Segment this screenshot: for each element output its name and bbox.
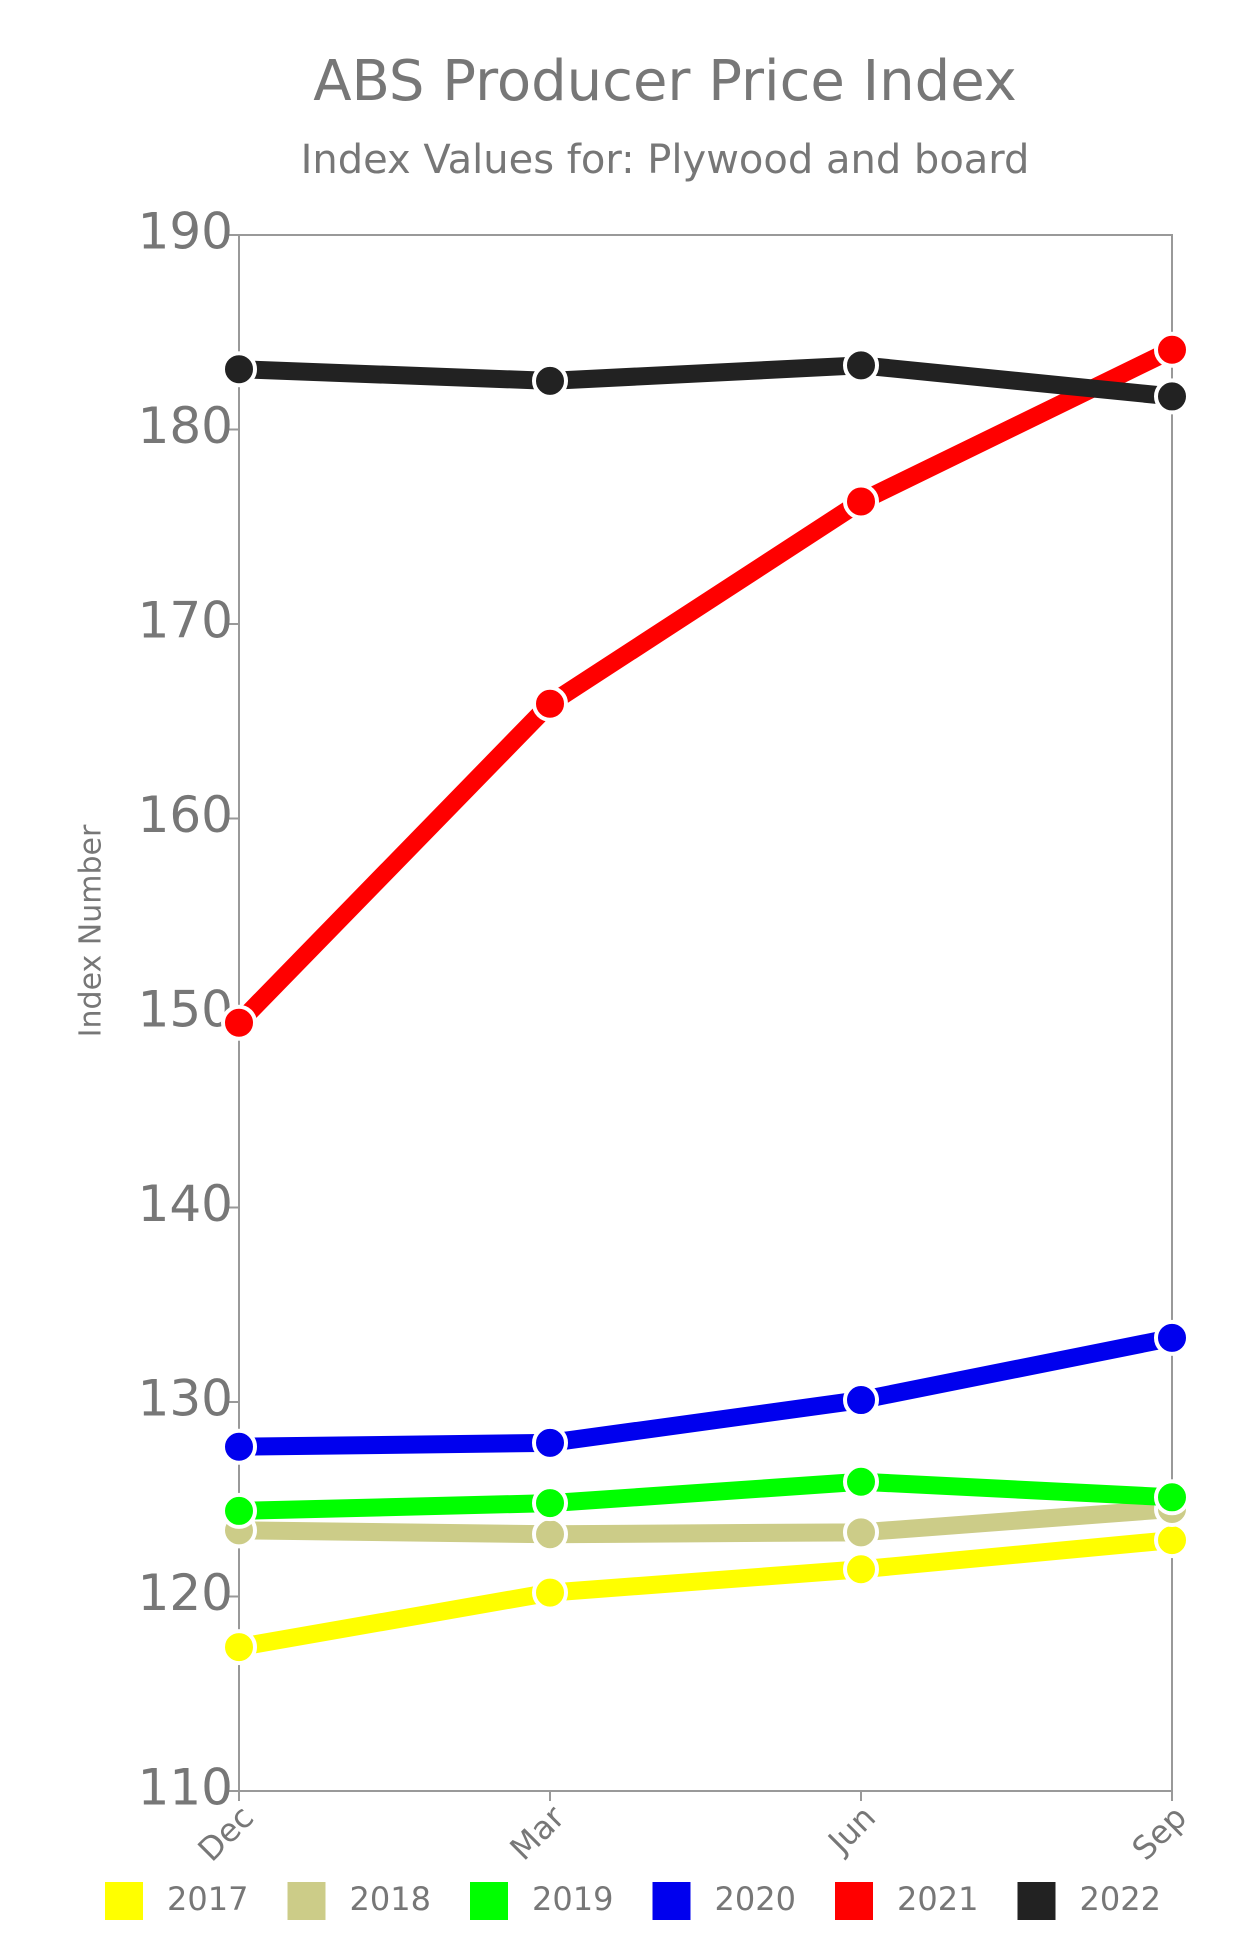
legend-label: 2020 xyxy=(715,1880,796,1918)
legend-swatch xyxy=(470,1882,508,1920)
legend-swatch xyxy=(652,1882,691,1920)
y-tick-label: 120 xyxy=(138,1564,233,1622)
point xyxy=(221,1004,257,1041)
x-tick-label: Sep xyxy=(1125,1798,1195,1868)
y-tick-label: 130 xyxy=(138,1370,233,1428)
y-tick-label: 110 xyxy=(138,1759,233,1817)
y-axis-label: Index Number xyxy=(74,824,109,1037)
legend-label: 2019 xyxy=(532,1880,613,1918)
legend-swatch xyxy=(105,1882,143,1920)
point xyxy=(532,1424,568,1461)
y-tick-label: 190 xyxy=(138,203,233,261)
x-tick-label: Mar xyxy=(502,1798,572,1868)
legend-swatch xyxy=(1017,1882,1056,1920)
chart-subtitle: Index Values for: Plywood and board xyxy=(301,137,1030,183)
point xyxy=(221,1492,257,1529)
y-tick-label: 180 xyxy=(138,397,233,455)
point xyxy=(843,1382,879,1419)
legend-swatch xyxy=(287,1882,326,1920)
point xyxy=(843,483,879,520)
point xyxy=(843,1551,879,1588)
y-tick-label: 150 xyxy=(138,981,233,1039)
point xyxy=(1154,378,1190,415)
point xyxy=(843,1514,879,1551)
point xyxy=(1154,1319,1190,1356)
point xyxy=(532,1574,568,1611)
legend-label: 2022 xyxy=(1080,1880,1161,1918)
point xyxy=(1154,1479,1190,1516)
y-tick-label: 140 xyxy=(138,1175,233,1233)
y-tick-label: 170 xyxy=(138,592,233,650)
line xyxy=(238,356,1173,406)
point xyxy=(843,347,879,384)
point xyxy=(1154,331,1190,368)
point xyxy=(532,362,568,399)
point xyxy=(1154,1522,1190,1559)
point xyxy=(221,1428,257,1465)
line xyxy=(232,341,1176,1030)
chart-title: ABS Producer Price Index xyxy=(313,49,1017,114)
legend-label: 2018 xyxy=(350,1880,431,1918)
line xyxy=(238,1328,1174,1456)
legend-swatch xyxy=(835,1882,873,1920)
point xyxy=(532,685,568,722)
point xyxy=(532,1485,568,1522)
line xyxy=(237,1531,1173,1656)
point xyxy=(532,1516,568,1553)
legend-label: 2021 xyxy=(897,1880,978,1918)
legend-label: 2017 xyxy=(167,1880,248,1918)
line xyxy=(238,1472,1173,1520)
point xyxy=(221,1629,257,1666)
y-tick-label: 160 xyxy=(138,786,233,844)
point xyxy=(843,1463,879,1500)
point xyxy=(221,351,257,388)
x-tick-label: Jun xyxy=(819,1798,883,1862)
line xyxy=(238,1500,1173,1544)
